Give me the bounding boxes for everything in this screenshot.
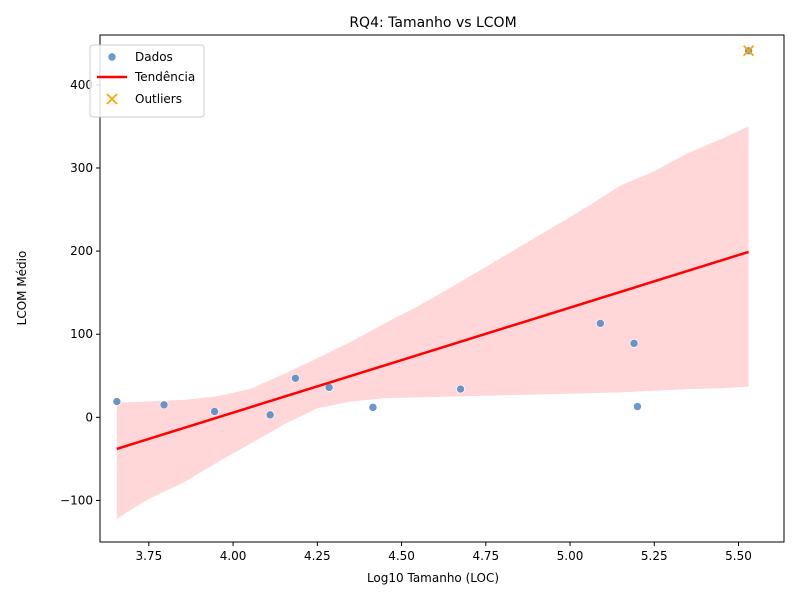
x-tick-label: 4.25 [304, 549, 331, 563]
data-point [368, 403, 378, 412]
data-point [159, 400, 169, 410]
data-point [596, 319, 605, 328]
data-point [629, 339, 639, 348]
outlier-x-stroke [106, 93, 118, 105]
y-tick-label: 100 [70, 327, 93, 341]
legend-marker-outliers [106, 93, 118, 105]
outlier-x-stroke [742, 45, 755, 57]
x-tick-label: 5.25 [641, 549, 668, 563]
y-axis: −100 0 100 200 300 400 [60, 78, 100, 507]
x-axis: 3.75 4.00 4.25 4.50 4.75 5.00 5.25 5.50 [135, 542, 752, 563]
x-tick-label: 3.75 [135, 549, 162, 563]
data-point [456, 384, 465, 394]
x-axis-label: Log10 Tamanho (LOC) [367, 571, 499, 585]
x-tick-label: 5.50 [725, 549, 752, 563]
x-tick-label: 4.75 [472, 549, 499, 563]
outlier-marker [742, 45, 755, 57]
legend-label: Tendência [134, 70, 195, 84]
legend-marker-dados [107, 52, 117, 62]
confidence-band [116, 126, 749, 519]
legend-label: Dados [135, 50, 173, 64]
y-axis-label: LCOM Médio [15, 251, 29, 326]
y-tick-label: 0 [85, 410, 93, 424]
x-tick-label: 4.50 [388, 549, 415, 563]
legend-label: Outliers [135, 92, 182, 106]
y-tick-label: −100 [60, 493, 93, 507]
x-tick-label: 4.00 [220, 549, 247, 563]
data-point [291, 373, 300, 383]
data-point [633, 402, 642, 411]
data-point [112, 397, 122, 406]
plot-frame [99, 34, 785, 543]
y-tick-label: 400 [70, 78, 93, 92]
data-point [265, 410, 275, 420]
trend-line [116, 250, 749, 451]
chart-title: RQ4: Tamanho vs LCOM [349, 15, 516, 31]
y-tick-label: 200 [70, 244, 93, 258]
legend: Dados Tendência Outliers [89, 44, 205, 118]
legend-box [89, 44, 205, 118]
y-tick-label: 300 [70, 161, 93, 175]
plot-area [112, 45, 755, 519]
x-tick-label: 5.00 [557, 549, 584, 563]
data-point [210, 407, 219, 416]
